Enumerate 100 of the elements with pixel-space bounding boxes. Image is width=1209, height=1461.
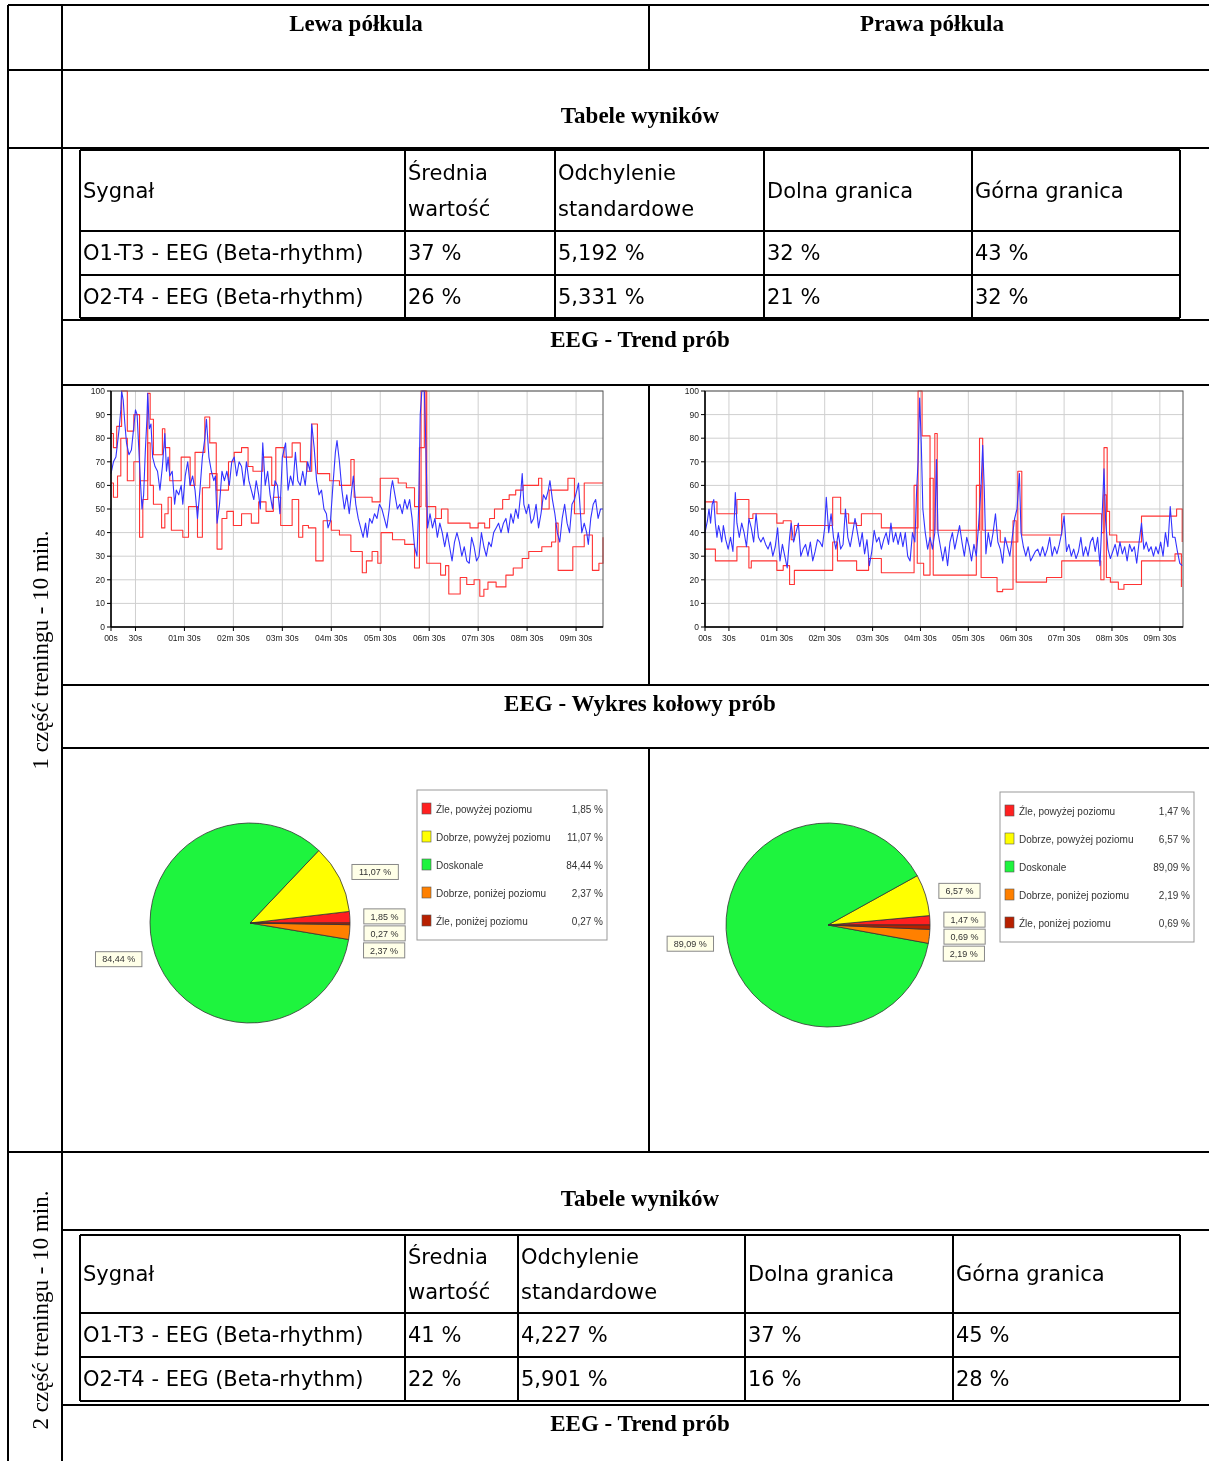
text: 32 % xyxy=(767,241,821,266)
text: O1-T3 - EEG (Beta-rhythm) xyxy=(83,241,364,266)
y-tick-label: 60 xyxy=(95,480,106,491)
text: 1,85 % xyxy=(571,803,603,815)
x-tick-label: 03m 30s xyxy=(266,633,299,643)
x-tick-label: 03m 30s xyxy=(856,633,889,643)
y-tick-label: 40 xyxy=(95,527,106,538)
y-tick-label: 10 xyxy=(689,598,700,609)
text: 45 % xyxy=(956,1323,1010,1348)
x-tick-label: 06m 30s xyxy=(412,633,446,643)
y-tick-label: 100 xyxy=(684,385,700,396)
legend-label: Dobrze, powyżej poziomu xyxy=(1019,833,1134,845)
y-tick-label: 20 xyxy=(95,574,106,585)
category-label: Sygnał xyxy=(83,1262,155,1287)
x-tick-label: 09m 30s xyxy=(1143,633,1177,643)
y-tick-label: 30 xyxy=(95,551,106,562)
y-tick-label: 40 xyxy=(689,527,700,538)
text: 22 % xyxy=(408,1367,462,1392)
text: 1 część treningu - 10 min. xyxy=(28,530,54,770)
text: 37 % xyxy=(748,1323,802,1348)
chart-title: EEG - Trend prób xyxy=(550,327,730,352)
text: 6,57 % xyxy=(1158,833,1190,845)
chart-title: EEG - Wykres kołowy prób xyxy=(504,691,776,716)
text: 0,69 % xyxy=(1158,917,1190,929)
y-tick-label: 90 xyxy=(95,409,106,420)
legend-label: Dobrze, powyżej poziomu xyxy=(436,831,551,843)
x-tick-label: 04m 30s xyxy=(904,633,937,643)
y-tick-label: 70 xyxy=(95,456,106,467)
text: Prawa półkula xyxy=(860,11,1005,36)
legend-label: Źle, powyżej poziomu xyxy=(1019,804,1116,817)
category-label: Górna granica xyxy=(956,1262,1105,1287)
data-label: 1,85 % xyxy=(370,911,399,922)
text: 2 część treningu - 10 min. xyxy=(28,1190,54,1430)
x-tick-label: 02m 30s xyxy=(217,633,250,643)
y-tick-label: 100 xyxy=(90,385,106,396)
text: 21 % xyxy=(767,284,821,309)
line-series xyxy=(704,397,1183,569)
text: O1-T3 - EEG (Beta-rhythm) xyxy=(83,1323,364,1348)
text: 16 % xyxy=(748,1367,802,1392)
x-tick-label: 08m 30s xyxy=(1095,633,1129,643)
text: 26 % xyxy=(408,284,462,309)
text: 32 % xyxy=(975,284,1029,309)
text: 84,44 % xyxy=(566,859,603,871)
category-label: Średnia wartość xyxy=(408,160,491,221)
text: 1,47 % xyxy=(1158,805,1190,817)
text: 2,19 % xyxy=(1158,889,1190,901)
x-tick-label: 07m 30s xyxy=(461,633,495,643)
text: Tabele wyników xyxy=(560,103,720,128)
x-tick-label: 05m 30s xyxy=(363,633,397,643)
legend-label: Źle, poniżej poziomu xyxy=(1019,916,1111,929)
x-tick-label: 01m 30s xyxy=(760,633,794,643)
legend-label: Doskonale xyxy=(1019,861,1067,873)
data-label: 89,09 % xyxy=(673,938,707,949)
y-tick-label: 70 xyxy=(689,456,700,467)
data-label: 1,47 % xyxy=(950,914,979,925)
pie-slice xyxy=(725,822,929,1028)
category-label: Dolna granica xyxy=(767,178,914,203)
text: 4,227 % xyxy=(521,1323,608,1348)
legend-label: Doskonale xyxy=(436,859,484,871)
y-tick-label: 0 xyxy=(100,621,106,632)
y-tick-label: 50 xyxy=(95,503,106,514)
y-tick-label: 20 xyxy=(689,574,700,585)
x-tick-label: 01m 30s xyxy=(168,633,201,643)
text: 5,901 % xyxy=(521,1367,608,1392)
data-label: 11,07 % xyxy=(358,867,392,878)
category-label: Odchylenie standardowe xyxy=(521,1244,658,1305)
data-label: 2,19 % xyxy=(949,948,978,959)
text: 28 % xyxy=(956,1367,1010,1392)
text: O2-T4 - EEG (Beta-rhythm) xyxy=(83,1367,364,1392)
text: 43 % xyxy=(975,241,1029,266)
category-label: Średnia wartość xyxy=(408,1243,491,1305)
category-label: Odchylenie standardowe xyxy=(558,161,695,221)
line-series xyxy=(110,390,604,564)
x-tick-label: 07m 30s xyxy=(1047,633,1081,643)
text: 89,09 % xyxy=(1153,861,1190,873)
y-tick-label: 30 xyxy=(689,551,700,562)
text: 37 % xyxy=(408,241,462,266)
data-label: 0,69 % xyxy=(950,931,979,942)
x-tick-label: 08m 30s xyxy=(510,633,544,643)
text: 41 % xyxy=(408,1323,462,1348)
legend-label: Źle, powyżej poziomu xyxy=(436,802,533,815)
y-tick-label: 0 xyxy=(694,621,700,632)
pie-slice xyxy=(149,822,350,1024)
category-label: Górna granica xyxy=(975,178,1124,203)
category-label: Dolna granica xyxy=(748,1262,895,1287)
text: 5,331 % xyxy=(558,284,645,309)
text: 2,37 % xyxy=(571,887,603,899)
x-tick-label: 30s xyxy=(722,633,736,643)
legend-label: Dobrze, poniżej poziomu xyxy=(1019,889,1130,901)
y-tick-label: 80 xyxy=(689,433,700,444)
y-tick-label: 60 xyxy=(689,480,700,491)
category-label: Sygnał xyxy=(83,178,155,203)
y-tick-label: 50 xyxy=(689,503,700,514)
x-tick-label: 30s xyxy=(128,633,143,643)
data-label: 0,27 % xyxy=(370,928,399,939)
legend-label: Dobrze, poniżej poziomu xyxy=(436,887,547,899)
text: 0,27 % xyxy=(571,915,603,927)
x-tick-label: 04m 30s xyxy=(314,633,348,643)
text: 5,192 % xyxy=(558,241,645,266)
x-tick-label: 00s xyxy=(698,633,712,643)
